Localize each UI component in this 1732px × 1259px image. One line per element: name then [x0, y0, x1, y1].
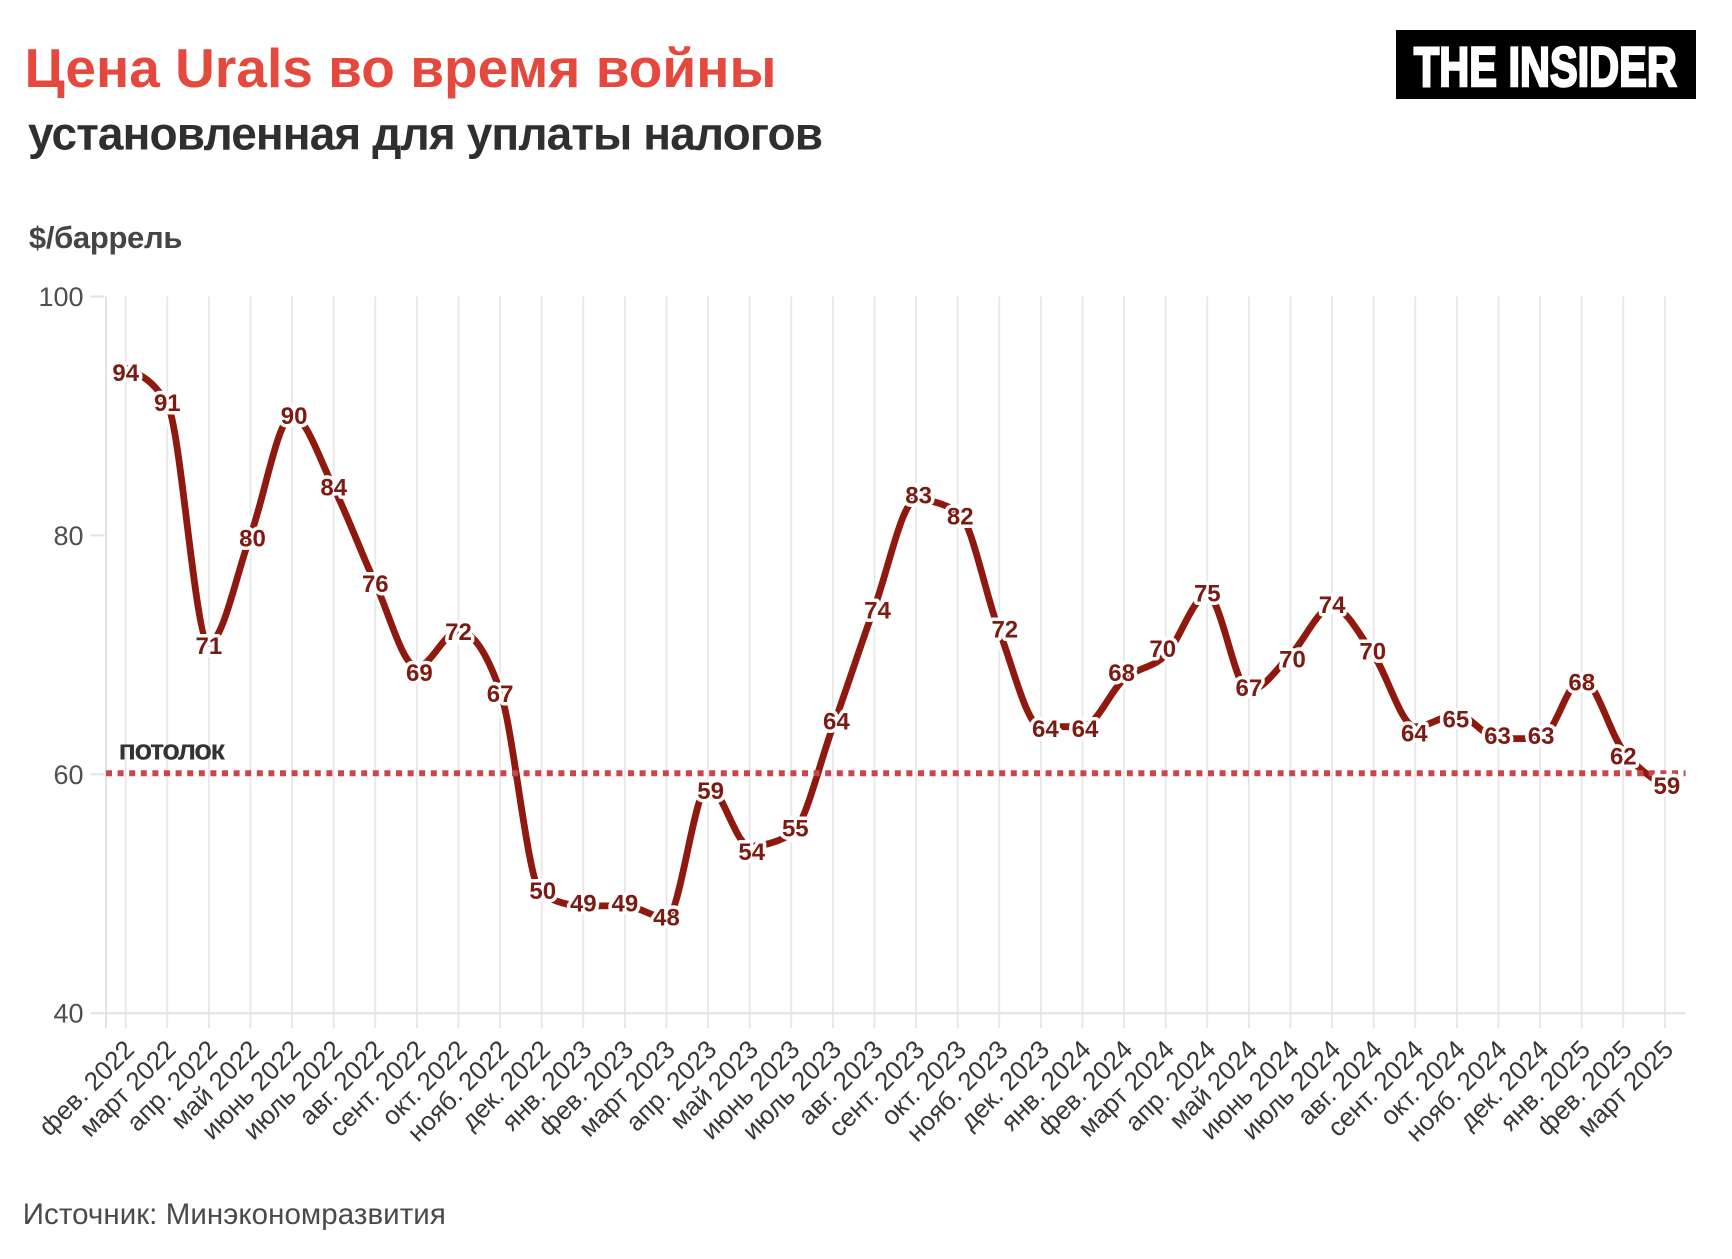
svg-text:84: 84 — [320, 475, 347, 502]
svg-text:65: 65 — [1443, 707, 1470, 734]
svg-text:94: 94 — [112, 360, 139, 387]
svg-text:74: 74 — [864, 598, 891, 625]
svg-text:82: 82 — [947, 503, 974, 530]
svg-text:40: 40 — [53, 999, 83, 1029]
svg-text:72: 72 — [445, 619, 472, 646]
svg-text:67: 67 — [1236, 675, 1263, 702]
svg-text:48: 48 — [653, 905, 680, 932]
svg-text:55: 55 — [782, 816, 809, 843]
svg-text:69: 69 — [406, 660, 433, 687]
svg-text:$/баррель: $/баррель — [29, 220, 183, 255]
svg-text:68: 68 — [1108, 660, 1135, 687]
svg-text:76: 76 — [362, 571, 389, 598]
svg-text:49: 49 — [612, 891, 639, 918]
svg-text:60: 60 — [53, 760, 83, 790]
svg-text:64: 64 — [1401, 721, 1428, 748]
svg-text:62: 62 — [1610, 743, 1637, 770]
svg-text:установленная для уплаты налог: установленная для уплаты налогов — [28, 108, 823, 160]
svg-text:70: 70 — [1279, 646, 1306, 673]
svg-text:70: 70 — [1149, 636, 1176, 663]
svg-text:THE INSIDER: THE INSIDER — [1414, 37, 1677, 98]
svg-text:70: 70 — [1359, 638, 1386, 665]
svg-text:59: 59 — [697, 778, 724, 805]
svg-text:83: 83 — [905, 482, 932, 509]
svg-text:68: 68 — [1568, 670, 1595, 697]
svg-text:64: 64 — [1072, 716, 1099, 743]
svg-text:80: 80 — [53, 521, 83, 551]
svg-text:63: 63 — [1484, 723, 1511, 750]
svg-text:63: 63 — [1528, 723, 1555, 750]
svg-text:67: 67 — [487, 681, 514, 708]
svg-text:Цена Urals во время войны: Цена Urals во время войны — [25, 37, 777, 99]
svg-text:100: 100 — [38, 282, 83, 312]
svg-text:54: 54 — [738, 839, 765, 866]
svg-text:72: 72 — [991, 616, 1018, 643]
svg-text:74: 74 — [1319, 592, 1346, 619]
svg-text:потолок: потолок — [119, 735, 226, 767]
svg-text:80: 80 — [239, 525, 266, 552]
svg-text:64: 64 — [1032, 716, 1059, 743]
svg-text:91: 91 — [154, 390, 181, 417]
svg-text:Источник: Минэкономразвития: Источник: Минэкономразвития — [23, 1198, 446, 1231]
svg-text:50: 50 — [529, 878, 556, 905]
svg-text:71: 71 — [196, 633, 223, 660]
svg-text:90: 90 — [281, 403, 308, 430]
svg-text:64: 64 — [823, 709, 850, 736]
svg-text:75: 75 — [1194, 581, 1221, 608]
svg-text:59: 59 — [1654, 773, 1681, 800]
svg-text:49: 49 — [570, 891, 597, 918]
